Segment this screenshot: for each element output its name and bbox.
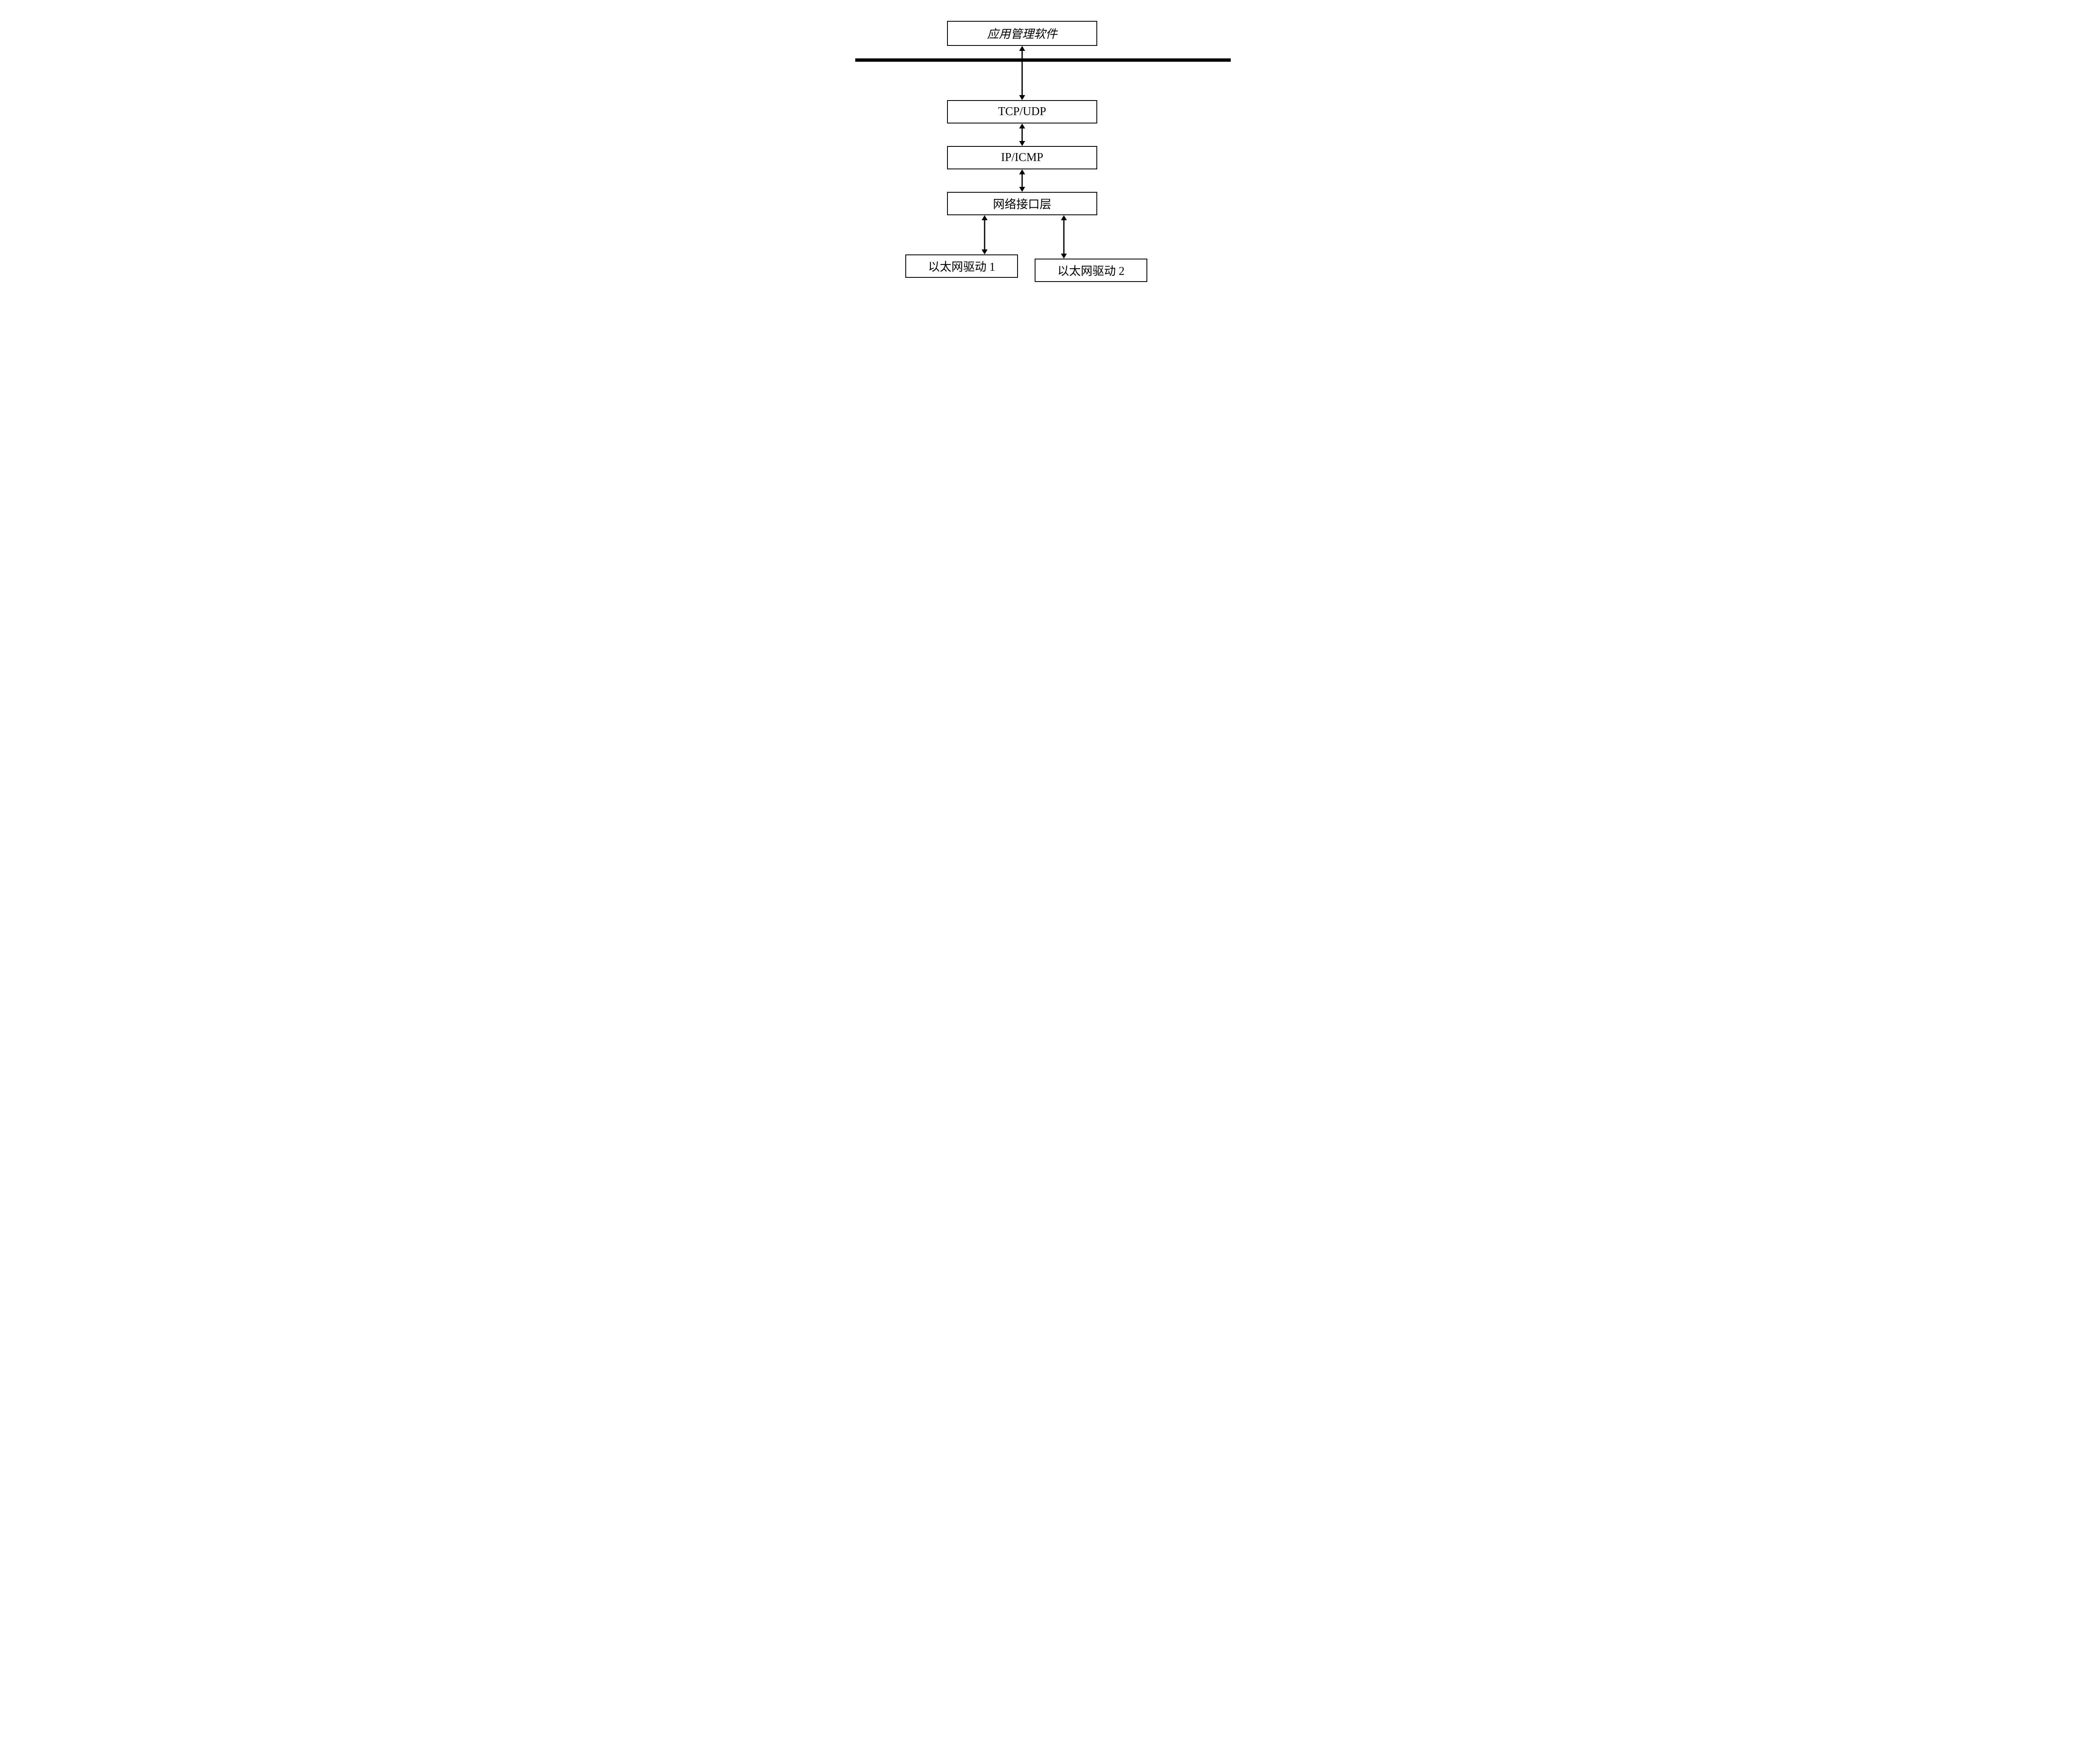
- node-ip: IP/ICMP: [947, 146, 1097, 169]
- node-app: 应用管理软件: [947, 21, 1097, 46]
- node-app-label: 应用管理软件: [987, 25, 1057, 42]
- node-netif-label: 网络接口层: [993, 195, 1051, 212]
- node-ip-label: IP/ICMP: [1001, 151, 1043, 164]
- node-netif: 网络接口层: [947, 192, 1097, 215]
- node-eth1: 以太网驱动 1: [905, 254, 1018, 278]
- node-eth2-label: 以太网驱动 2: [1057, 262, 1124, 279]
- node-tcp-label: TCP/UDP: [998, 105, 1046, 118]
- network-stack-diagram: 应用管理软件 TCP/UDP IP/ICMP 网络接口层 以太网驱动 1 以太网…: [855, 17, 1231, 317]
- node-eth2: 以太网驱动 2: [1035, 259, 1147, 282]
- divider-line: [855, 58, 1231, 62]
- node-eth1-label: 以太网驱动 1: [928, 258, 995, 274]
- node-tcp: TCP/UDP: [947, 100, 1097, 123]
